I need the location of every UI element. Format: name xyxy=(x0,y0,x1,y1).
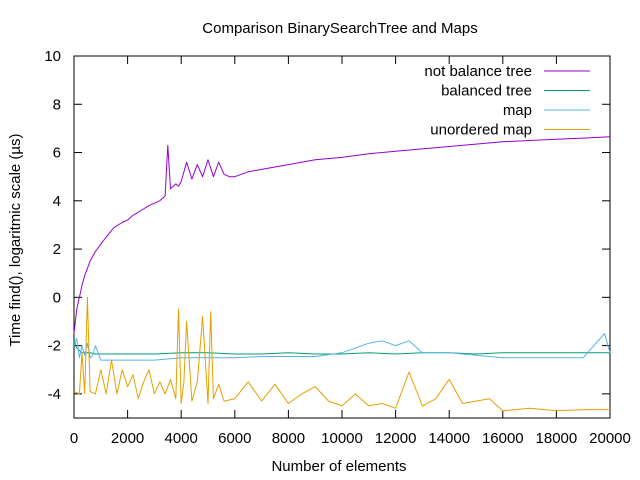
x-tick-label: 10000 xyxy=(321,430,363,447)
y-tick-label: 0 xyxy=(53,289,61,306)
x-tick-label: 8000 xyxy=(272,430,305,447)
series-line-unordered-map xyxy=(73,296,610,412)
legend-label-not-balance-tree: not balance tree xyxy=(424,63,532,80)
y-tick-label: 8 xyxy=(53,96,61,113)
y-tick-label: -2 xyxy=(48,338,61,355)
x-tick-label: 16000 xyxy=(482,430,524,447)
series-line-balanced-tree xyxy=(73,340,610,355)
series-line-map xyxy=(73,333,611,361)
x-tick-label: 2000 xyxy=(111,430,144,447)
x-tick-label: 20000 xyxy=(589,430,631,447)
x-tick-label: 14000 xyxy=(428,430,470,447)
x-axis-label: Number of elements xyxy=(271,458,406,475)
x-tick-label: 18000 xyxy=(536,430,578,447)
chart-title: Comparison BinarySearchTree and Maps xyxy=(202,20,477,37)
x-tick-label: 4000 xyxy=(165,430,198,447)
series-line-not-balance-tree xyxy=(73,136,611,334)
y-axis-label: Time find(), logaritmic scale (µs) xyxy=(7,133,24,346)
series-layer xyxy=(73,136,611,412)
y-tick-label: 2 xyxy=(53,241,61,258)
y-tick-label: 6 xyxy=(53,145,61,162)
y-tick-label: -4 xyxy=(48,386,61,403)
legend-label-map: map xyxy=(503,102,532,119)
x-tick-label: 12000 xyxy=(375,430,417,447)
x-tick-label: 6000 xyxy=(218,430,251,447)
y-tick-label: 4 xyxy=(53,193,61,210)
legend-label-balanced-tree: balanced tree xyxy=(441,83,532,100)
x-axis: 0 2000 4000 6000 8000 10000 12000 14000 16000 180… xyxy=(70,56,631,447)
legend: not balance tree balanced tree map unordere… xyxy=(424,63,590,139)
y-tick-label: 10 xyxy=(44,48,61,65)
legend-label-unordered-map: unordered map xyxy=(430,122,532,139)
x-tick-label: 0 xyxy=(70,430,78,447)
